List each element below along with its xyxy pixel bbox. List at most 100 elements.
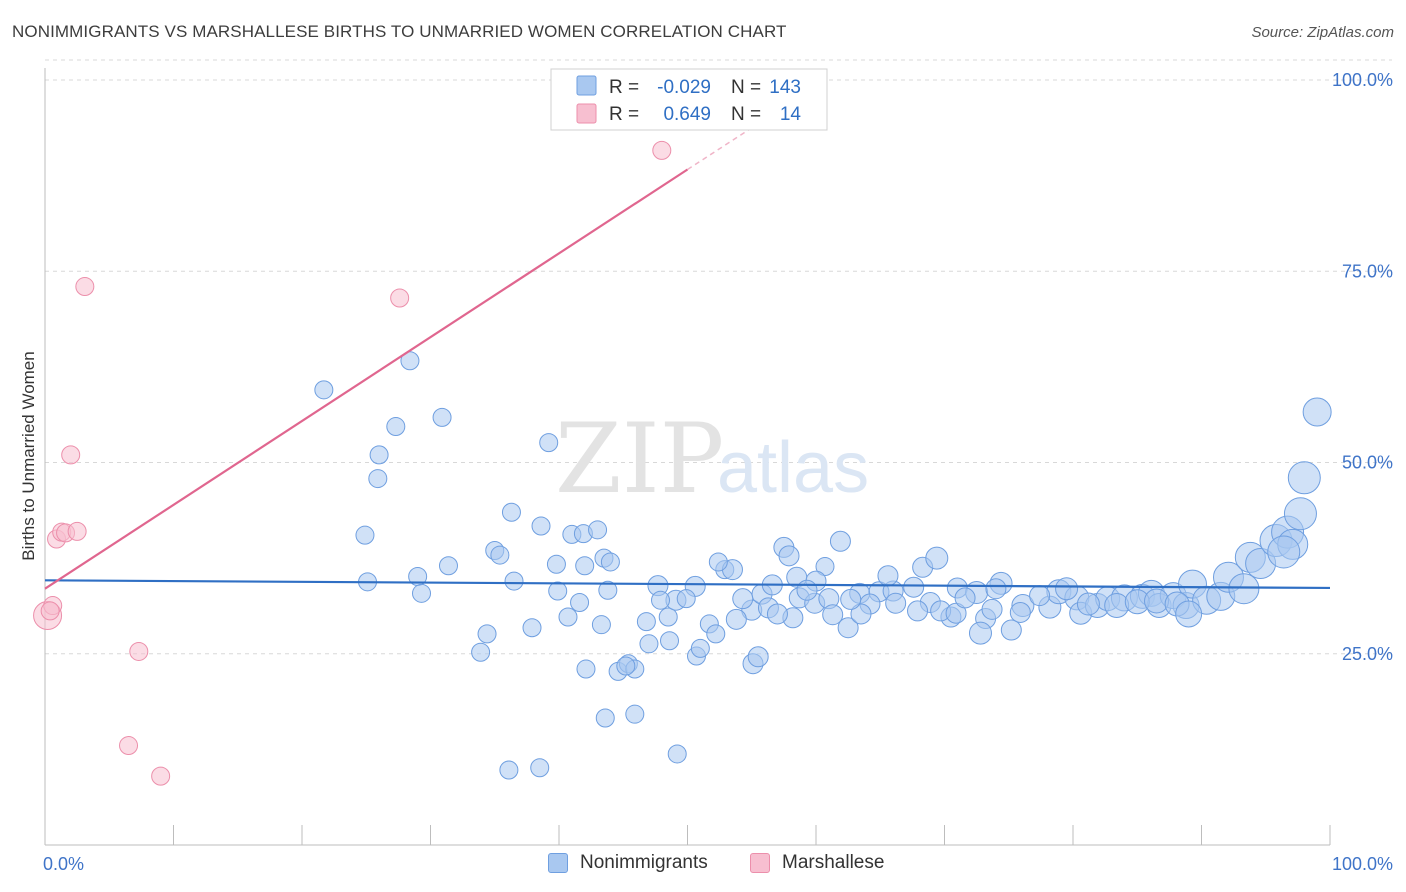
point-nonimmigrants [1144, 588, 1170, 614]
point-nonimmigrants [636, 612, 656, 632]
legend-r-label: R = [609, 104, 639, 125]
point-nonimmigrants [1009, 601, 1031, 623]
point-nonimmigrants [660, 631, 680, 651]
series-marshallese [33, 140, 672, 786]
point-nonimmigrants [616, 656, 636, 676]
point-nonimmigrants [412, 583, 432, 603]
point-nonimmigrants [706, 624, 726, 644]
legend-swatch-marshallese [576, 103, 597, 124]
axis-layer [44, 68, 1331, 846]
watermark: ZIP atlas [555, 403, 869, 515]
series-nonimmigrants [314, 351, 1332, 780]
bottom-legend-item-nonimmigrants: Nonimmigrants [548, 852, 708, 874]
legend-swatch-nonimmigrants [548, 853, 568, 873]
point-nonimmigrants [558, 607, 578, 627]
point-nonimmigrants [981, 598, 1003, 620]
point-nonimmigrants [598, 580, 618, 600]
point-nonimmigrants [522, 618, 542, 638]
trend-lines [44, 122, 1331, 590]
y-tick-label: 25.0% [1342, 644, 1393, 664]
point-nonimmigrants [588, 520, 608, 540]
point-nonimmigrants [766, 603, 788, 625]
point-nonimmigrants [501, 502, 521, 522]
point-nonimmigrants [438, 556, 458, 576]
y-tick-label: 75.0% [1342, 261, 1393, 281]
legend-n-label: N = [731, 104, 761, 125]
legend-n-value: 14 [780, 104, 802, 125]
x-tick-label: 0.0% [43, 854, 84, 874]
point-nonimmigrants [747, 646, 769, 668]
point-marshallese [67, 521, 87, 541]
point-nonimmigrants [1055, 577, 1079, 601]
legend-box: R = -0.029 N = 143 R = 0.649 N = 14 [550, 68, 828, 131]
bottom-legend-item-marshallese: Marshallese [750, 852, 884, 874]
point-nonimmigrants [725, 608, 747, 630]
point-nonimmigrants [1104, 593, 1130, 619]
point-nonimmigrants [504, 571, 524, 591]
point-marshallese [119, 736, 139, 756]
point-nonimmigrants [658, 607, 678, 627]
point-nonimmigrants [531, 516, 551, 536]
point-nonimmigrants [829, 530, 851, 552]
point-nonimmigrants [639, 634, 659, 654]
legend-swatch-nonimmigrants [576, 75, 597, 96]
point-nonimmigrants [885, 592, 907, 614]
bottom-legend-label: Marshallese [782, 852, 885, 873]
point-nonimmigrants [1076, 592, 1100, 616]
point-marshallese [390, 288, 410, 308]
trend-line-marshallese [44, 168, 689, 590]
point-nonimmigrants [471, 642, 491, 662]
point-marshallese [129, 641, 149, 661]
point-marshallese [151, 766, 171, 786]
watermark-atlas: atlas [717, 428, 869, 508]
point-nonimmigrants [355, 525, 375, 545]
point-marshallese [61, 445, 81, 465]
point-nonimmigrants [490, 545, 510, 565]
point-nonimmigrants [591, 615, 611, 635]
point-nonimmigrants [477, 624, 497, 644]
point-nonimmigrants [837, 617, 859, 639]
point-nonimmigrants [651, 590, 671, 610]
point-nonimmigrants [570, 592, 590, 612]
bottom-legend: Nonimmigrants Marshallese [0, 850, 1406, 880]
point-marshallese [40, 601, 60, 621]
point-nonimmigrants [1287, 461, 1321, 495]
point-nonimmigrants [600, 552, 620, 572]
point-nonimmigrants [625, 704, 645, 724]
y-tick-label: 50.0% [1342, 453, 1393, 473]
point-nonimmigrants [530, 758, 550, 778]
point-nonimmigrants [796, 579, 818, 601]
point-nonimmigrants [903, 576, 925, 598]
point-nonimmigrants [314, 380, 334, 400]
point-nonimmigrants [499, 760, 519, 780]
point-nonimmigrants [907, 600, 929, 622]
tick-labels: 25.0% 50.0% 75.0% 100.0% 0.0% 100.0% [43, 70, 1393, 874]
legend-n-value: 143 [769, 77, 801, 98]
point-nonimmigrants [386, 417, 406, 437]
legend-r-label: R = [609, 77, 639, 98]
point-nonimmigrants [840, 588, 862, 610]
point-nonimmigrants [815, 557, 835, 577]
x-tick-label: 100.0% [1332, 854, 1393, 874]
y-tick-label: 100.0% [1332, 70, 1393, 90]
point-nonimmigrants [676, 589, 696, 609]
point-nonimmigrants [1000, 619, 1022, 641]
point-nonimmigrants [369, 445, 389, 465]
point-nonimmigrants [850, 603, 872, 625]
point-nonimmigrants [1029, 585, 1051, 607]
point-nonimmigrants [968, 621, 992, 645]
point-nonimmigrants [548, 581, 568, 601]
point-nonimmigrants [732, 588, 754, 610]
point-nonimmigrants [1267, 535, 1301, 569]
point-marshallese [75, 277, 95, 297]
point-nonimmigrants [925, 546, 949, 570]
point-nonimmigrants [1302, 397, 1332, 427]
point-nonimmigrants [985, 578, 1007, 600]
legend-swatch-marshallese [750, 853, 770, 873]
point-nonimmigrants [1175, 600, 1203, 628]
grid-layer [45, 59, 1392, 655]
y-axis-label: Births to Unmarried Women [19, 351, 38, 560]
legend-r-value: 0.649 [663, 104, 711, 125]
point-nonimmigrants [575, 556, 595, 576]
